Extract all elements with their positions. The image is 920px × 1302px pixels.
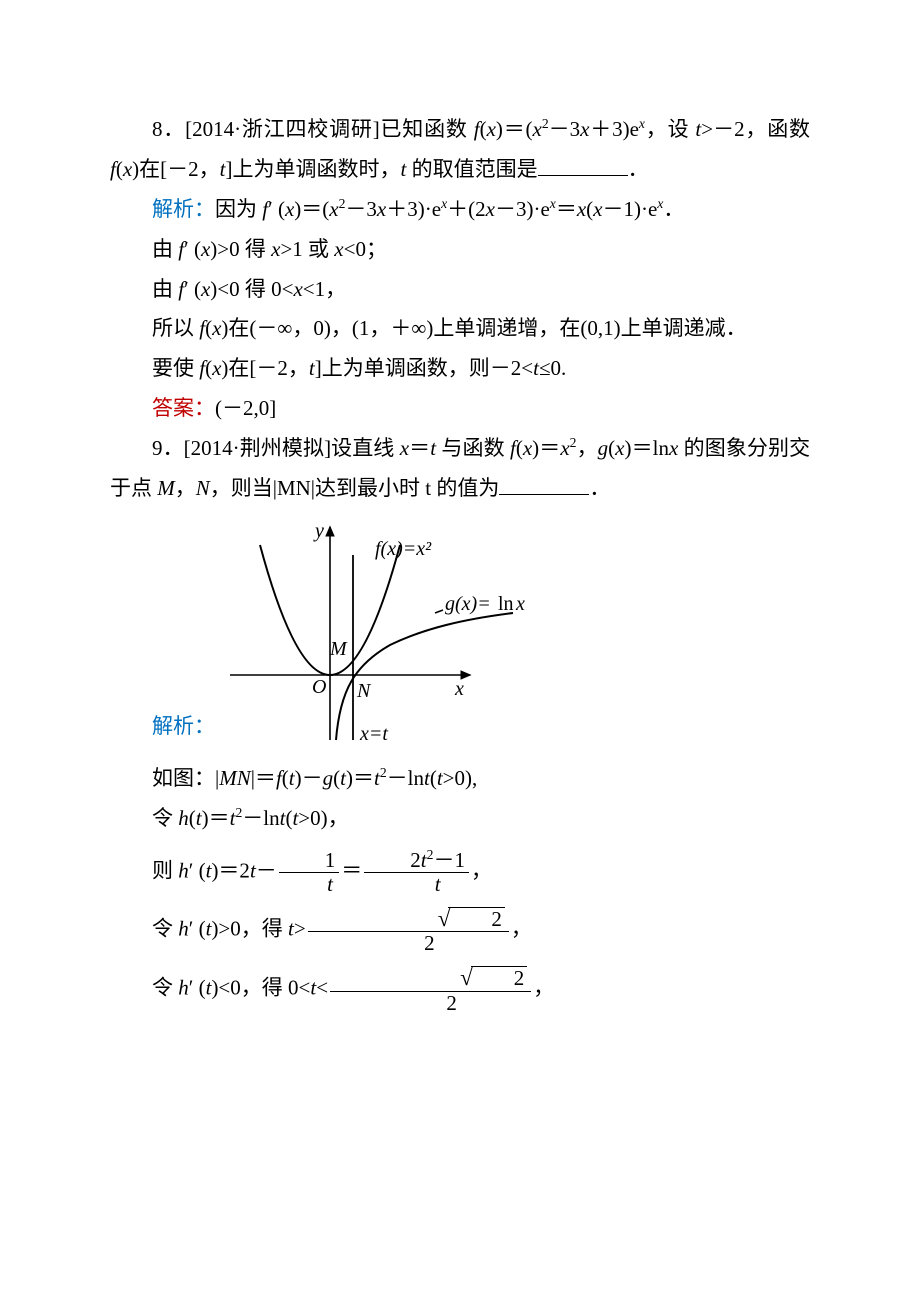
g-label: g(x)= xyxy=(445,593,491,615)
q8-period: ． xyxy=(628,157,649,181)
q8-answer-value: (－2,0] xyxy=(215,396,276,420)
q9-source: [2014·荆州模拟] xyxy=(184,436,331,460)
q8-analysis-l5: 要使 f(x)在[－2，t]上为单调函数，则－2<t≤0. xyxy=(110,349,810,389)
q9-analysis-l5: 令 h′ (t)<0，得 0<t<√22， xyxy=(110,965,810,1014)
y-axis-label: y xyxy=(313,520,324,542)
q9-number: 9． xyxy=(152,436,184,460)
q8-source: [2014·浙江四校调研] xyxy=(185,117,380,141)
q8-func: f xyxy=(474,117,480,141)
q8-stem-b: ，设 xyxy=(645,117,695,141)
q9-figure-row: 解析： y x O f(x)=x² g(x)= xyxy=(110,515,810,755)
page: 8．[2014·浙江四校调研]已知函数 f(x)＝(x2－3x＋3)ex，设 t… xyxy=(0,0,920,1085)
x-axis-label: x xyxy=(454,678,464,700)
q8-answer: 答案：(－2,0] xyxy=(110,389,810,429)
frac-2t2-1-over-t: 2t2－1t xyxy=(364,849,469,896)
q9-period: ． xyxy=(589,476,610,500)
pt-n-label: N xyxy=(356,680,372,702)
q9-analysis-l3: 则 h′ (t)＝2t－1t＝2t2－1t， xyxy=(110,849,810,896)
origin-label: O xyxy=(312,676,326,698)
q8-analysis-l2: 由 f′ (x)>0 得 x>1 或 x<0； xyxy=(110,230,810,270)
q8-stem-a: 已知函数 xyxy=(380,117,474,141)
q9-stem-d: ，则当|MN|达到最小时 t 的值为 xyxy=(210,476,500,500)
q9-stem-b: 与函数 xyxy=(436,436,510,460)
g-label-ln: ln xyxy=(498,593,514,615)
q8-blank xyxy=(538,156,628,176)
q9-blank xyxy=(499,475,589,495)
f-label: f(x)=x² xyxy=(375,538,432,560)
q9-analysis-l4: 令 h′ (t)>0，得 t>√22， xyxy=(110,906,810,955)
q9-analysis-label-wrap: 解析： xyxy=(110,707,215,755)
q8-analysis-l4: 所以 f(x)在(－∞，0)，(1，＋∞)上单调递增，在(0,1)上单调递减． xyxy=(110,309,810,349)
analysis-label: 解析： xyxy=(152,197,215,221)
analysis-label-2: 解析： xyxy=(152,714,215,738)
q8-number: 8． xyxy=(152,117,185,141)
q8-stem: 8．[2014·浙江四校调研]已知函数 f(x)＝(x2－3x＋3)ex，设 t… xyxy=(110,110,810,190)
g-label-x: x xyxy=(515,593,525,615)
q9-analysis-l1: 如图：|MN|＝f(t)－g(t)＝t2－lnt(t>0), xyxy=(110,759,810,799)
q8-l1-a: 因为 xyxy=(215,197,262,221)
q9-analysis-l2: 令 h(t)＝t2－lnt(t>0)， xyxy=(110,799,810,839)
frac-sqrt2-over-2-a: √22 xyxy=(308,906,509,955)
frac-sqrt2-over-2-b: √22 xyxy=(330,965,531,1014)
q8-analysis-l3: 由 f′ (x)<0 得 0<x<1， xyxy=(110,270,810,310)
pt-m-label: M xyxy=(329,638,348,660)
q8-analysis-l1: 解析：因为 f′ (x)＝(x2－3x＋3)·ex＋(2x－3)·ex＝x(x－… xyxy=(110,190,810,230)
q9-stem: 9．[2014·荆州模拟]设直线 x＝t 与函数 f(x)＝x2，g(x)＝ln… xyxy=(110,429,810,509)
q9-stem-a: 设直线 xyxy=(331,436,400,460)
q9-figure: y x O f(x)=x² g(x)= ln x M N x=t xyxy=(215,515,535,755)
xt-label: x=t xyxy=(359,723,388,745)
answer-label: 答案： xyxy=(152,396,215,420)
frac-1-over-t: 1t xyxy=(279,849,340,896)
